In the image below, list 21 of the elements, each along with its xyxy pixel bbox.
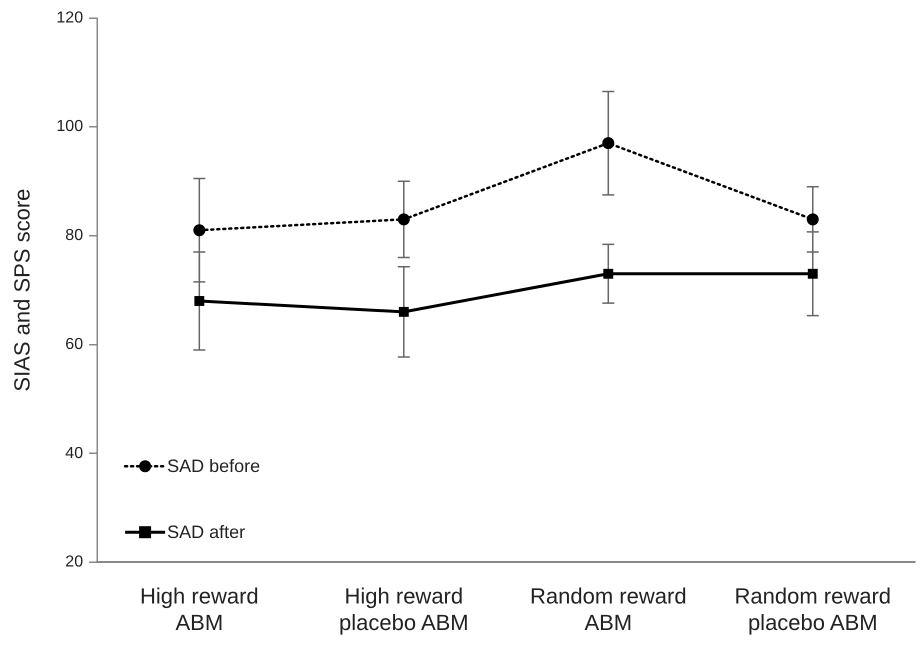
y-tick-label: 40 bbox=[65, 444, 84, 462]
point bbox=[603, 268, 614, 279]
point bbox=[806, 213, 819, 226]
y-tick-label: 60 bbox=[65, 336, 84, 353]
y-tick-label: 100 bbox=[56, 118, 84, 136]
point bbox=[398, 213, 410, 226]
x-tick-label: Random reward placebo ABM bbox=[734, 583, 892, 635]
x-tick-label: High reward ABM bbox=[140, 583, 259, 635]
point bbox=[808, 268, 818, 279]
y-tick-label: 80 bbox=[65, 227, 84, 244]
y-tick-label: 120 bbox=[56, 9, 84, 26]
legend-label: SAD after bbox=[167, 522, 246, 542]
point bbox=[398, 306, 409, 317]
point bbox=[193, 224, 206, 236]
point bbox=[194, 296, 204, 306]
y-axis-title: SIAS and SPS score bbox=[9, 188, 34, 392]
legend-label: SAD before bbox=[167, 456, 260, 476]
point bbox=[602, 137, 614, 150]
x-tick-label: High reward placebo ABM bbox=[338, 583, 469, 635]
y-tick-label: 20 bbox=[65, 554, 84, 571]
x-tick-label: Random reward ABM bbox=[530, 583, 687, 635]
